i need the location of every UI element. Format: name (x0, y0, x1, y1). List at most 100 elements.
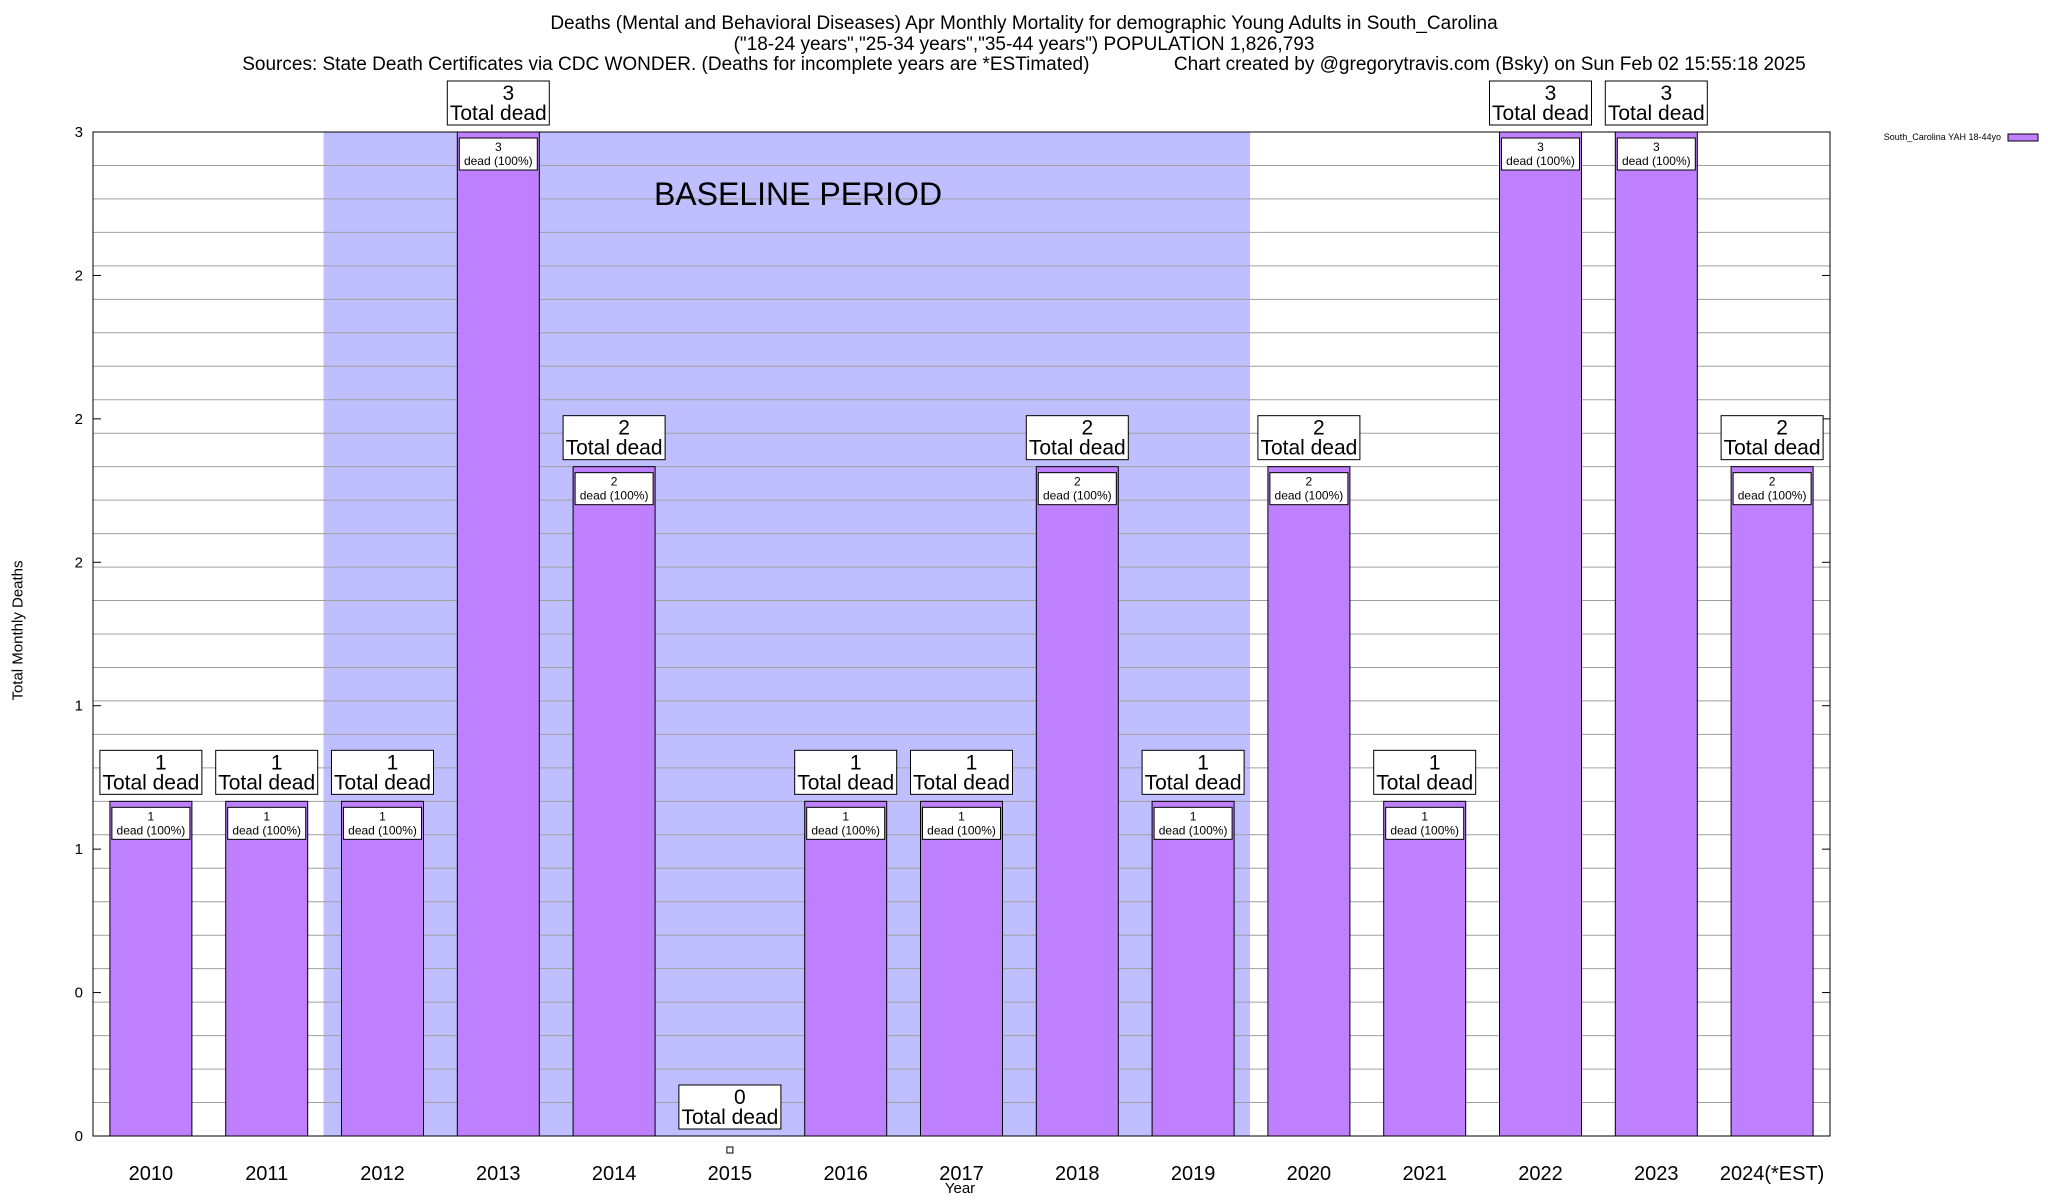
total-label-count: 1 (1197, 751, 1209, 774)
x-tick-label: 2015 (708, 1163, 753, 1185)
inner-label-box (343, 806, 422, 840)
inner-label-count: 2 (611, 475, 618, 489)
inner-label-box (574, 472, 654, 506)
total-label-text: Total dead (566, 437, 663, 460)
total-label-box (446, 80, 550, 126)
legend-label: South_Carolina YAH 18-44yo (1884, 132, 2001, 142)
inner-label-text: dead (100%) (1738, 489, 1807, 503)
total-label-text: Total dead (913, 771, 1010, 794)
inner-label-text: dead (100%) (811, 823, 880, 837)
y-tick-label: 1 (75, 698, 83, 715)
inner-label-text: dead (100%) (464, 154, 533, 168)
bar (109, 800, 193, 1137)
total-label-text: Total dead (681, 1106, 778, 1129)
y-tick-label: 1 (75, 841, 83, 858)
total-label-box (1141, 749, 1245, 795)
total-label-count: 1 (850, 751, 862, 774)
total-label-count: 1 (155, 751, 167, 774)
baseline-period-label: BASELINE PERIOD (654, 176, 942, 212)
total-label-text: Total dead (797, 771, 894, 794)
x-tick-label: 2018 (1055, 1163, 1100, 1185)
total-label-text: Total dead (1376, 771, 1473, 794)
x-tick-label: 2016 (823, 1163, 868, 1185)
total-label-box (910, 749, 1013, 795)
bar (456, 131, 540, 1137)
total-label-box (1257, 415, 1361, 461)
total-label-text: Total dead (1608, 102, 1705, 125)
total-label-count: 1 (271, 751, 283, 774)
y-tick-label: 0 (75, 1128, 83, 1145)
y-tick-label: 2 (75, 411, 83, 428)
inner-label-text: dead (100%) (1043, 489, 1112, 503)
inner-label-text: dead (100%) (927, 823, 996, 837)
total-label-text: Total dead (450, 102, 547, 125)
bar (1267, 466, 1351, 1137)
total-label-text: Total dead (1492, 102, 1589, 125)
total-label-count: 3 (502, 82, 514, 105)
y-axis-label: Total Monthly Deaths (9, 560, 27, 701)
inner-label-box (806, 806, 886, 840)
total-label-text: Total dead (1145, 771, 1242, 794)
total-label-count: 2 (1776, 417, 1788, 440)
inner-label-text: dead (100%) (1622, 154, 1691, 168)
total-label-box (1489, 80, 1592, 126)
x-tick-label: 2017 (939, 1163, 984, 1185)
inner-label-box (458, 137, 538, 171)
x-axis-label: Year (944, 1180, 976, 1197)
inner-label-box (1269, 472, 1349, 506)
bar (920, 800, 1003, 1137)
zero-marker (726, 1146, 734, 1154)
total-label-box (562, 415, 666, 461)
total-label-count: 0 (734, 1086, 746, 1109)
x-tick-label: 2010 (129, 1163, 174, 1185)
inner-label-box (1037, 472, 1117, 506)
total-label-text: Total dead (1029, 437, 1126, 460)
inner-label-count: 1 (1190, 809, 1197, 823)
inner-label-box (1153, 806, 1233, 840)
bar (341, 800, 424, 1137)
inner-label-count: 3 (495, 140, 502, 154)
x-tick-label: 2019 (1171, 1163, 1216, 1185)
bar (1035, 466, 1119, 1137)
inner-label-text: dead (100%) (232, 823, 301, 837)
total-label-text: Total dead (102, 771, 199, 794)
x-tick-label: 2020 (1287, 1163, 1332, 1185)
inner-label-text: dead (100%) (580, 489, 649, 503)
inner-label-box (111, 806, 191, 840)
inner-label-box (227, 806, 307, 840)
bar (1614, 131, 1698, 1137)
bar (1730, 466, 1814, 1137)
inner-label-box (1501, 137, 1580, 171)
total-label-box (1604, 80, 1708, 126)
inner-label-count: 1 (148, 809, 155, 823)
inner-label-count: 1 (379, 809, 386, 823)
total-label-count: 3 (1545, 82, 1557, 105)
bar (804, 800, 888, 1137)
inner-label-text: dead (100%) (1506, 154, 1575, 168)
total-label-count: 1 (387, 751, 399, 774)
inner-label-count: 2 (1769, 475, 1776, 489)
total-label-box (1720, 415, 1824, 461)
inner-label-count: 1 (1421, 809, 1428, 823)
x-tick-label: 2024(*EST) (1720, 1163, 1825, 1185)
chart-title-line1: Deaths (Mental and Behavioral Diseases) … (550, 13, 1498, 34)
x-tick-label: 2021 (1402, 1163, 1447, 1185)
inner-label-count: 2 (1074, 475, 1081, 489)
bar (1499, 131, 1582, 1137)
total-label-text: Total dead (334, 771, 431, 794)
inner-label-count: 2 (1306, 475, 1313, 489)
inner-label-text: dead (100%) (1390, 823, 1459, 837)
x-tick-label: 2023 (1634, 1163, 1679, 1185)
total-label-count: 3 (1660, 82, 1672, 105)
x-tick-label: 2013 (476, 1163, 521, 1185)
inner-label-text: dead (100%) (1159, 823, 1228, 837)
x-tick-label: 2022 (1518, 1163, 1563, 1185)
y-tick-label: 0 (75, 985, 83, 1002)
bar (1151, 800, 1235, 1137)
total-label-count: 2 (618, 417, 630, 440)
legend-swatch (2007, 133, 2039, 142)
y-tick-label: 3 (75, 124, 83, 141)
total-label-count: 1 (966, 751, 978, 774)
inner-label-box (922, 806, 1001, 840)
